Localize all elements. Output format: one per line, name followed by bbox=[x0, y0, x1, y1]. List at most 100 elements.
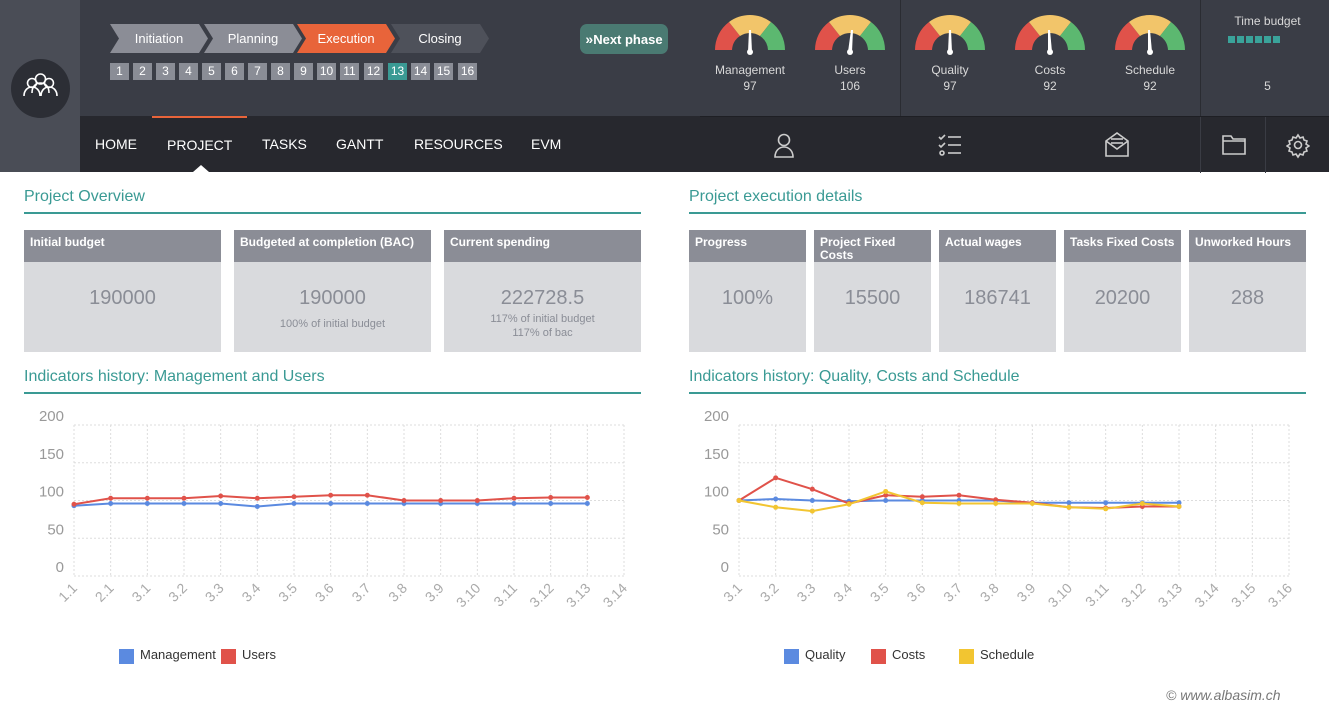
card-current-spending: Current spending 222728.5 117% of initia… bbox=[444, 230, 641, 352]
data-point-costs bbox=[956, 492, 962, 498]
y-tick-label: 0 bbox=[56, 559, 64, 576]
legend-swatch-quality[interactable] bbox=[784, 649, 799, 664]
gauge-users[interactable]: Users 106 bbox=[805, 10, 895, 93]
step-4[interactable]: 4 bbox=[179, 63, 198, 80]
card-actual-wages: Actual wages 186741 bbox=[939, 230, 1056, 352]
data-point-quality bbox=[883, 498, 889, 503]
step-15[interactable]: 15 bbox=[434, 63, 453, 80]
data-point-users bbox=[218, 493, 224, 499]
gauge-value: 97 bbox=[743, 79, 757, 93]
nav-home[interactable]: HOME bbox=[95, 136, 137, 152]
phase-execution[interactable]: Execution bbox=[297, 24, 395, 53]
phase-planning[interactable]: Planning bbox=[204, 24, 302, 53]
step-13[interactable]: 13 bbox=[388, 63, 407, 80]
data-point-users bbox=[71, 501, 77, 507]
step-8[interactable]: 8 bbox=[271, 63, 290, 80]
x-tick-label: 3.3 bbox=[793, 580, 818, 605]
team-logo-icon[interactable] bbox=[11, 59, 70, 118]
gauge-dial-icon bbox=[715, 15, 785, 55]
gauge-label: Management bbox=[714, 63, 786, 77]
time-budget-square bbox=[1246, 36, 1253, 43]
x-tick-label: 3.12 bbox=[1118, 580, 1149, 610]
user-icon[interactable] bbox=[772, 117, 796, 173]
x-tick-label: 3.1 bbox=[720, 580, 745, 605]
gauge-quality[interactable]: Quality 97 bbox=[905, 10, 995, 93]
card-sub: 100% of initial budget bbox=[279, 318, 386, 330]
data-point-users bbox=[364, 492, 370, 498]
phase-initiation[interactable]: Initiation bbox=[110, 24, 208, 53]
gear-icon[interactable] bbox=[1285, 117, 1311, 173]
data-point-schedule bbox=[1176, 504, 1182, 510]
legend-label-costs[interactable]: Costs bbox=[892, 647, 926, 662]
data-point-costs bbox=[809, 486, 815, 492]
mail-icon[interactable] bbox=[1104, 117, 1130, 173]
logo-column bbox=[0, 0, 80, 172]
overview-divider bbox=[24, 212, 641, 214]
step-14[interactable]: 14 bbox=[411, 63, 430, 80]
gauge-dial-icon bbox=[915, 15, 985, 55]
time-budget-square bbox=[1228, 36, 1235, 43]
step-9[interactable]: 9 bbox=[294, 63, 313, 80]
data-point-schedule bbox=[1066, 504, 1072, 510]
gauge-value: 106 bbox=[839, 79, 861, 93]
icon-bar bbox=[700, 116, 1329, 173]
phase-closing[interactable]: Closing bbox=[391, 24, 489, 53]
data-point-schedule bbox=[883, 488, 889, 494]
phase-area: Initiation Planning Execution Closing »N… bbox=[80, 0, 700, 116]
x-tick-label: 3.1 bbox=[128, 580, 153, 605]
data-point-management bbox=[144, 501, 150, 507]
nav-resources[interactable]: RESOURCES bbox=[414, 136, 503, 152]
legend-swatch-users[interactable] bbox=[221, 649, 236, 664]
gauge-schedule[interactable]: Schedule 92 bbox=[1105, 10, 1195, 93]
card-label: Actual wages bbox=[939, 230, 1056, 262]
folder-icon[interactable] bbox=[1221, 117, 1247, 173]
x-tick-label: 3.12 bbox=[526, 580, 557, 610]
next-phase-button[interactable]: »Next phase bbox=[580, 24, 668, 54]
card-label: Project Fixed Costs bbox=[814, 230, 931, 262]
nav-gantt[interactable]: GANTT bbox=[336, 136, 384, 152]
legend-swatch-costs[interactable] bbox=[871, 649, 886, 664]
card-value: 190000 bbox=[299, 287, 366, 309]
legend-swatch-management[interactable] bbox=[119, 649, 134, 664]
data-point-management bbox=[108, 501, 114, 507]
step-6[interactable]: 6 bbox=[225, 63, 244, 80]
x-tick-label: 3.2 bbox=[757, 580, 782, 605]
step-5[interactable]: 5 bbox=[202, 63, 221, 80]
data-point-costs bbox=[993, 497, 999, 503]
legend-label-users[interactable]: Users bbox=[242, 647, 276, 662]
step-12[interactable]: 12 bbox=[364, 63, 383, 80]
step-2[interactable]: 2 bbox=[133, 63, 152, 80]
y-tick-label: 100 bbox=[704, 484, 729, 501]
legend-label-quality[interactable]: Quality bbox=[805, 647, 846, 662]
step-3[interactable]: 3 bbox=[156, 63, 175, 80]
step-7[interactable]: 7 bbox=[248, 63, 267, 80]
time-budget[interactable]: Time budget 5 bbox=[1200, 0, 1329, 116]
execution-divider bbox=[689, 212, 1306, 214]
gauge-costs[interactable]: Costs 92 bbox=[1005, 10, 1095, 93]
data-point-management bbox=[511, 501, 517, 507]
step-1[interactable]: 1 bbox=[110, 63, 129, 80]
chart-left-title: Indicators history: Management and Users bbox=[24, 368, 325, 385]
step-10[interactable]: 10 bbox=[317, 63, 336, 80]
step-11[interactable]: 11 bbox=[340, 63, 359, 80]
legend-swatch-schedule[interactable] bbox=[959, 649, 974, 664]
x-tick-label: 3.6 bbox=[312, 580, 337, 605]
card-value: 222728.5 bbox=[500, 287, 585, 309]
gauge-dial-icon bbox=[1115, 15, 1185, 55]
step-16[interactable]: 16 bbox=[458, 63, 477, 80]
x-tick-label: 3.10 bbox=[1045, 580, 1076, 610]
x-tick-label: 3.8 bbox=[977, 580, 1002, 605]
nav-tasks[interactable]: TASKS bbox=[262, 136, 307, 152]
data-point-users bbox=[548, 494, 554, 500]
legend-label-management[interactable]: Management bbox=[140, 647, 216, 662]
legend-label-schedule[interactable]: Schedule bbox=[980, 647, 1035, 662]
data-point-users bbox=[328, 492, 334, 498]
checklist-icon[interactable] bbox=[937, 117, 963, 173]
nav-evm[interactable]: EVM bbox=[531, 136, 562, 152]
nav-project[interactable]: PROJECT bbox=[152, 116, 247, 172]
x-tick-label: 3.7 bbox=[940, 580, 965, 605]
main-nav: HOME PROJECT TASKS GANTT RESOURCES EVM bbox=[80, 116, 700, 172]
time-budget-square bbox=[1264, 36, 1271, 43]
x-tick-label: 3.2 bbox=[165, 580, 190, 605]
gauge-management[interactable]: Management 97 bbox=[705, 10, 795, 93]
